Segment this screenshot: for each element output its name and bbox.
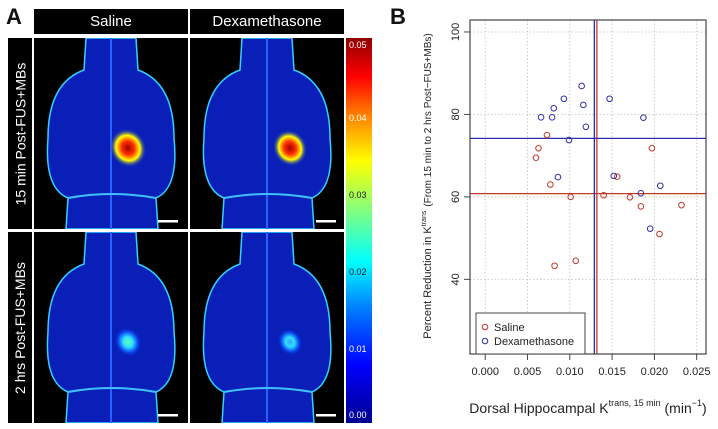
data-point-dexamethasone	[657, 182, 664, 190]
row-label-2hrs: 2 hrs Post-FUS+MBs	[8, 232, 32, 423]
hot-spot	[109, 128, 147, 168]
x-tick-label: 0.010	[556, 366, 584, 378]
data-point-saline	[600, 191, 607, 199]
data-point-dexamethasone	[606, 95, 613, 103]
data-point-saline	[535, 144, 542, 152]
panel-a-label: A	[6, 4, 22, 29]
data-point-dexamethasone	[640, 114, 647, 122]
data-point-saline	[656, 230, 663, 238]
data-point-saline	[572, 257, 580, 265]
column-header-saline: Saline	[34, 9, 188, 34]
y-axis-label: Percent Reduction in Ktrans(From 15 min …	[421, 33, 434, 338]
mri-dexamethasone-2hrs	[190, 231, 344, 424]
data-point-saline	[637, 203, 645, 210]
data-point-saline	[543, 131, 551, 139]
data-point-dexamethasone	[646, 225, 654, 232]
data-point-dexamethasone	[637, 189, 645, 197]
data-point-saline	[613, 173, 621, 180]
plot-frame	[469, 19, 707, 355]
y-tick-label: 100	[450, 23, 462, 41]
x-tick-label: 0.025	[683, 366, 711, 378]
x-tick-label: 0.015	[598, 366, 626, 378]
mri-saline-2hrs	[34, 231, 188, 424]
colorbar-tick: 0.02	[349, 267, 367, 277]
row-label-15min: 15 min Post-FUS+MBs	[8, 38, 32, 229]
data-point-saline	[648, 144, 656, 152]
hot-spot	[277, 328, 303, 356]
data-point-saline	[678, 201, 685, 209]
y-tick-label: 60	[450, 191, 462, 203]
data-point-saline	[626, 194, 634, 201]
scale-bar	[158, 414, 178, 417]
panel-b-label: B	[390, 4, 406, 29]
y-tick-label: 40	[450, 273, 462, 285]
column-header-dexamethasone: Dexamethasone	[190, 9, 344, 34]
data-point-dexamethasone	[582, 123, 590, 131]
data-point-dexamethasone	[550, 104, 558, 112]
legend-label-saline: Saline	[494, 322, 525, 334]
colorbar-tick: 0.01	[349, 344, 367, 354]
scale-bar	[316, 414, 336, 417]
x-tick-label: 0.000	[471, 366, 499, 378]
hot-spot	[114, 327, 142, 357]
colorbar-tick: 0.03	[349, 190, 367, 200]
data-point-dexamethasone	[537, 114, 545, 121]
y-tick-label: 80	[450, 108, 462, 120]
x-tick-label: 0.005	[514, 366, 542, 378]
data-point-dexamethasone	[554, 173, 562, 181]
legend-marker-saline	[481, 323, 489, 331]
scale-bar	[316, 220, 336, 223]
colorbar-tick: 0.05	[349, 40, 367, 50]
colorbar-tick: 0.00	[349, 410, 367, 420]
hot-spot	[272, 129, 308, 167]
colorbar: 0.05 0.04 0.03 0.02 0.01 0.00	[346, 38, 372, 423]
data-point-saline	[547, 181, 554, 188]
legend-marker-dexamethasone	[481, 337, 489, 345]
data-point-dexamethasone	[560, 95, 568, 103]
x-tick-label: 0.020	[641, 366, 669, 378]
mri-dexamethasone-15min	[190, 37, 344, 230]
mri-saline-15min	[34, 37, 188, 230]
legend: Saline Dexamethasone	[475, 312, 586, 355]
colorbar-tick: 0.04	[349, 113, 367, 123]
legend-label-dexamethasone: Dexamethasone	[494, 336, 574, 348]
data-point-dexamethasone	[565, 136, 573, 144]
data-point-dexamethasone	[610, 172, 618, 180]
data-point-dexamethasone	[578, 82, 585, 90]
x-axis-label: Dorsal Hippocampal Ktrans, 15 min (min−1…	[469, 398, 706, 416]
data-point-saline	[532, 154, 540, 162]
data-point-dexamethasone	[580, 101, 587, 109]
data-point-dexamethasone	[548, 114, 556, 121]
data-point-saline	[551, 262, 558, 270]
scale-bar	[158, 220, 178, 223]
data-point-saline	[567, 193, 574, 201]
